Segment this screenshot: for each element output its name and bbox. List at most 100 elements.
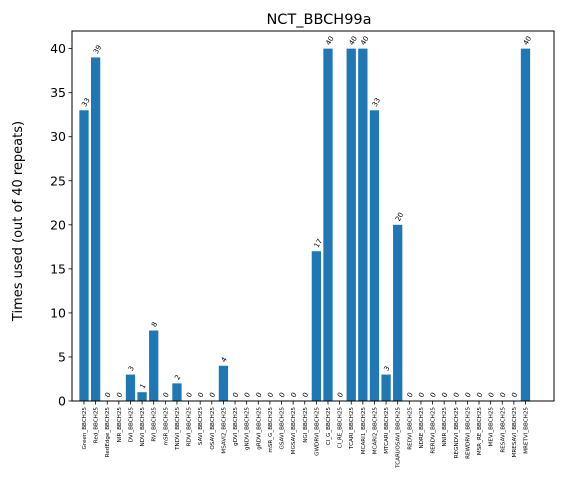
x-tick-label-33: REWDRVI_BBCH25 [465, 407, 471, 459]
bar-value-label-31: 0 [440, 391, 449, 399]
x-tick-label-27: TCARI/OSAVI_BBCH25 [396, 407, 402, 469]
x-tick-label-12: MSAVI2_BBCH25 [221, 407, 227, 454]
x-tick-label-19: NGI_BBCH25 [303, 407, 309, 443]
bar-20 [311, 251, 322, 401]
x-tick-label-20: GWDRVI_BBCH25 [314, 407, 320, 456]
y-tick-label-6: 30 [50, 129, 66, 144]
x-tick-label-17: GSAVI_BBCH25 [280, 407, 286, 450]
bar-value-label-12: 4 [220, 355, 229, 363]
y-axis-label: Times used (out of 40 repeats) [11, 121, 26, 322]
x-tick-label-3: NIR_BBCH25 [117, 407, 123, 443]
x-tick-label-16: mSR_G_BBCH25 [268, 407, 274, 453]
x-tick-label-10: SAVI_BBCH25 [198, 407, 204, 446]
y-tick-label-2: 10 [50, 305, 66, 320]
x-tick-label-25: MCARI2_BBCH25 [372, 407, 378, 455]
x-tick-label-8: TNDVI_BBCH25 [175, 407, 181, 451]
x-tick-label-5: NDVI_BBCH25 [140, 407, 146, 447]
bar-38 [520, 48, 531, 402]
y-tick-label-8: 40 [50, 41, 66, 56]
bar-value-label-30: 0 [429, 391, 438, 399]
bar-value-label-37: 0 [510, 391, 519, 399]
x-tick-label-7: mSR_BBCH25 [163, 407, 169, 446]
y-tick-label-7: 35 [50, 85, 66, 100]
x-tick-label-21: CI_G_BBCH25 [326, 407, 332, 446]
x-tick-label-2: RedEdge_BBCH25 [105, 407, 111, 458]
bar-value-label-19: 0 [301, 391, 310, 399]
bar-8 [172, 383, 182, 401]
bar-value-label-18: 0 [289, 391, 298, 399]
bar-value-label-22: 0 [336, 391, 345, 399]
bar-23 [346, 48, 356, 402]
bar-value-label-15: 0 [255, 391, 264, 399]
bar-value-label-16: 0 [266, 391, 275, 399]
y-tick-label-5: 25 [50, 173, 66, 188]
x-tick-label-9: RDVI_BBCH25 [187, 407, 193, 447]
bar-value-label-24: 40 [359, 35, 370, 47]
x-tick-label-22: CI_RE_BBCH25 [338, 407, 344, 449]
bar-value-label-10: 0 [196, 391, 205, 399]
bar-value-label-21: 40 [324, 35, 335, 47]
x-tick-label-13: gDVI_BBCH25 [233, 407, 239, 446]
x-tick-label-34: MSR_RE_BBCH25 [477, 407, 483, 456]
bar-value-label-1: 39 [92, 44, 103, 56]
bar-value-label-14: 0 [243, 391, 252, 399]
x-tick-label-31: NNIR_BBCH25 [442, 407, 448, 447]
bar-25 [369, 110, 380, 401]
x-tick-label-38: MRETVI_BBCH25 [524, 407, 530, 454]
x-tick-label-26: MTCARI_BBCH25 [384, 407, 390, 454]
x-tick-label-15: gRDVI_BBCH25 [256, 407, 262, 450]
x-tick-label-11: OSAVI_BBCH25 [210, 407, 216, 450]
bar-value-label-23: 40 [348, 35, 359, 47]
bar-24 [358, 48, 368, 402]
x-tick-label-24: MCARI1_BBCH25 [361, 407, 367, 455]
bars-group [79, 48, 531, 402]
x-tick-label-4: DVI_BBCH25 [128, 407, 134, 443]
x-tick-label-14: gNDVI_BBCH25 [245, 407, 251, 450]
bar-1 [90, 57, 101, 402]
y-tick-label-0: 0 [58, 394, 66, 409]
y-tick-label-4: 20 [50, 217, 66, 232]
bar-value-label-2: 0 [104, 391, 113, 399]
bar-value-label-32: 0 [452, 391, 461, 399]
bar-5 [137, 392, 147, 401]
bar-value-label-28: 0 [406, 391, 415, 399]
x-tick-label-0: Green_BBCH25 [82, 407, 88, 450]
x-tick-label-30: RERDVI_BBCH25 [431, 407, 437, 454]
bar-value-label-8: 2 [173, 374, 182, 382]
plot-frame [71, 30, 555, 402]
x-tick-label-29: NDRE_BBCH25 [419, 407, 425, 449]
x-tick-label-28: REDVI_BBCH25 [407, 407, 413, 450]
x-tick-label-37: MRESAVI_BBCH25 [512, 407, 518, 458]
x-axis-ticks: Green_BBCH25 Red_BBCH25 RedEdge_BBCH25 NIR_… [82, 401, 530, 469]
x-tick-label-6: RVI_BBCH25 [152, 407, 158, 442]
bar-27 [393, 224, 403, 401]
bar-value-label-9: 0 [185, 391, 194, 399]
bar-value-label-5: 1 [138, 382, 147, 390]
x-tick-label-36: RESAVI_BBCH25 [500, 407, 506, 453]
bar-value-label-11: 0 [208, 391, 217, 399]
bar-value-label-13: 0 [231, 391, 240, 399]
chart-title: NCT_BBCH99a [266, 12, 371, 28]
bar-value-label-25: 33 [371, 97, 382, 109]
bar-value-label-27: 20 [394, 211, 405, 223]
bar-value-label-35: 0 [487, 391, 496, 399]
x-tick-label-32: REGNDVI_BBCH25 [454, 407, 460, 459]
bar-value-label-4: 3 [127, 365, 136, 373]
bar-value-label-3: 0 [115, 391, 124, 399]
bar-26 [381, 374, 391, 401]
bar-value-label-36: 0 [499, 391, 508, 399]
y-tick-label-3: 15 [50, 261, 66, 276]
bar-0 [79, 110, 89, 401]
bar-value-label-26: 3 [382, 365, 391, 373]
bar-value-label-6: 8 [150, 321, 159, 329]
bar-4 [125, 374, 136, 401]
bar-value-label-38: 40 [522, 35, 533, 47]
y-axis-ticks: 0 5 10 15 20 25 30 35 40 [50, 41, 72, 409]
bar-value-label-7: 0 [162, 391, 171, 399]
x-tick-label-23: TCARI_BBCH25 [349, 407, 355, 450]
bar-value-label-17: 0 [278, 391, 287, 399]
x-tick-label-18: MGSAVI_BBCH25 [291, 407, 297, 455]
bar-6 [149, 330, 159, 401]
